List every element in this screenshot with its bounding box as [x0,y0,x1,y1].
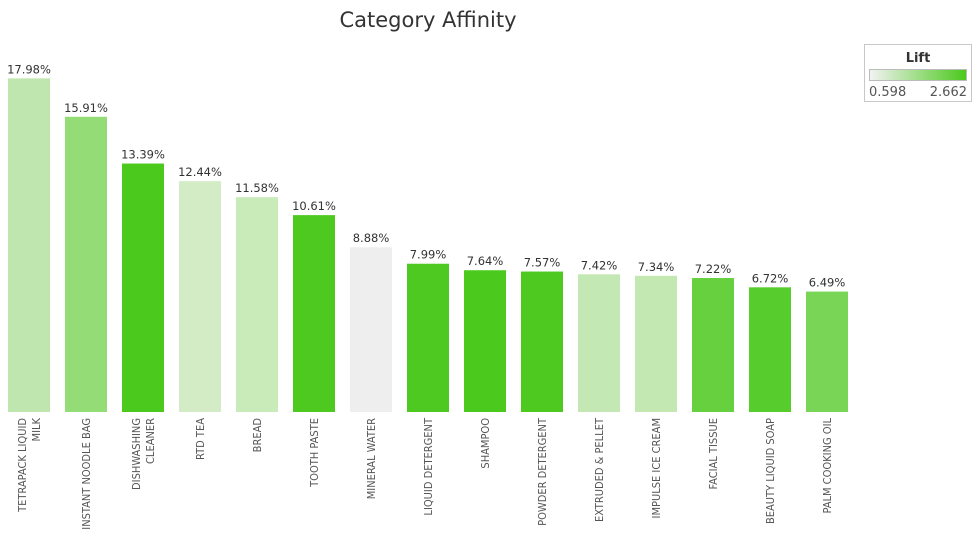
category-label: LIQUID DETERGENT [422,417,435,516]
value-label: 11.58% [235,181,279,195]
category-label: PALM COOKING OIL [821,418,834,514]
bar[interactable] [521,271,563,412]
category-label-line: TOOTH PASTE [308,418,321,488]
category-label-line: RTD TEA [194,418,207,460]
value-label: 7.34% [638,260,675,274]
legend-title: Lift [905,51,931,66]
category-label-line: FACIAL TISSUE [707,418,720,490]
bar[interactable] [65,116,107,412]
value-label: 8.88% [353,231,390,245]
category-label-line: CLEANER [144,418,157,464]
value-label: 13.39% [121,148,165,162]
category-label: DISHWASHING CLEANER [130,418,157,490]
category-label: BREAD [251,418,264,453]
bar[interactable] [122,163,164,412]
category-label: EXTRUDED & PELLET [593,417,606,522]
category-label: IMPULSE ICE CREAM [650,418,663,518]
value-label: 7.22% [695,262,732,276]
legend-color-ramp [869,69,967,81]
bars-layer [8,78,848,413]
legend-max-label: 2.662 [929,85,967,100]
bar[interactable] [179,181,221,412]
bar[interactable] [806,291,848,412]
category-label: BEAUTY LIQUID SOAP [764,418,777,524]
category-label: POWDER DETERGENT [536,417,549,526]
value-labels-layer: 17.98% 15.91% 13.39% 12.44% 11.58% 10.61% 8.88… [7,62,845,289]
bar[interactable] [293,215,335,412]
value-label: 10.61% [292,199,336,213]
category-label-line: DISHWASHING [130,418,143,490]
category-label-line: BEAUTY LIQUID SOAP [764,418,777,524]
bar[interactable] [749,287,791,412]
value-label: 7.99% [410,248,447,262]
chart-title: Category Affinity [339,8,517,32]
bar[interactable] [635,275,677,412]
value-label: 12.44% [178,165,222,179]
category-label: MINERAL WATER [365,418,378,499]
legend-min-label: 0.598 [869,85,907,100]
value-label: 7.42% [581,258,618,272]
value-label: 15.91% [64,101,108,115]
category-label-line: POWDER DETERGENT [536,417,549,526]
bar[interactable] [578,274,620,412]
color-legend: Lift 0.598 2.662 [864,44,972,102]
category-labels-layer: TETRAPACK LIQUID MILK INSTANT NOODLE BAG DI… [16,417,834,530]
category-label-line: EXTRUDED & PELLET [593,417,606,522]
category-label: TETRAPACK LIQUID MILK [16,418,43,513]
category-label: RTD TEA [194,418,207,460]
bar[interactable] [350,247,392,412]
category-label-line: PALM COOKING OIL [821,418,834,514]
category-label-line: SHAMPOO [479,418,492,469]
value-label: 7.64% [467,254,504,268]
category-label: INSTANT NOODLE BAG [80,418,93,530]
bar[interactable] [236,197,278,412]
category-label: SHAMPOO [479,418,492,469]
category-label-line: MILK [30,418,43,442]
bar[interactable] [8,78,50,413]
category-label-line: INSTANT NOODLE BAG [80,418,93,530]
bar-chart: 17.98% 15.91% 13.39% 12.44% 11.58% 10.61% 8.88… [7,62,848,530]
category-label-line: TETRAPACK LIQUID [16,418,29,513]
category-label-line: MINERAL WATER [365,418,378,499]
value-label: 6.49% [809,276,846,290]
category-label: TOOTH PASTE [308,418,321,488]
value-label: 7.57% [524,256,561,270]
category-label: FACIAL TISSUE [707,418,720,490]
category-label-line: IMPULSE ICE CREAM [650,418,663,518]
value-label: 17.98% [7,62,51,76]
category-label-line: BREAD [251,418,264,453]
value-label: 6.72% [752,271,789,285]
bar[interactable] [692,278,734,412]
category-label-line: LIQUID DETERGENT [422,417,435,516]
bar[interactable] [407,263,449,412]
bar[interactable] [464,270,506,412]
